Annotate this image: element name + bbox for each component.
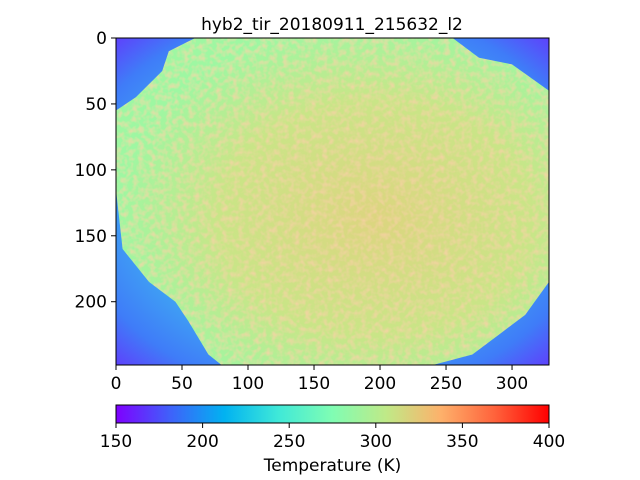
colorbar-gradient: [115, 404, 550, 424]
colorbar-tick-label: 400: [533, 432, 565, 452]
y-tick-label: 50: [85, 95, 107, 115]
x-tick-label: 300: [496, 374, 528, 394]
x-tick-label: 50: [171, 374, 193, 394]
x-tick-label: 0: [111, 374, 122, 394]
chart-title: hyb2_tir_20180911_215632_l2: [201, 15, 463, 35]
y-tick-label: 100: [75, 161, 107, 181]
x-axis: 0 50 100 150 200 250 300: [111, 365, 528, 394]
asteroid-thermal-region: [116, 38, 549, 365]
y-tick-label: 150: [75, 227, 107, 247]
plot-frame: [115, 37, 550, 366]
colorbar-ticks: 150 200 250 300 350 400: [100, 423, 565, 452]
colorbar: 150 200 250 300 350 400 Temperature (K): [100, 404, 565, 476]
y-axis: 0 50 100 150 200: [75, 29, 116, 313]
x-tick-label: 100: [232, 374, 264, 394]
colorbar-tick-label: 350: [446, 432, 478, 452]
x-tick-label: 150: [298, 374, 330, 394]
colorbar-label: Temperature (K): [263, 456, 402, 476]
x-tick-label: 200: [364, 374, 396, 394]
colorbar-tick-label: 150: [100, 432, 132, 452]
heatmap-plot-area: [116, 38, 549, 365]
y-tick-label: 0: [96, 29, 107, 49]
colorbar-tick-label: 250: [273, 432, 305, 452]
colorbar-tick-label: 200: [186, 432, 218, 452]
x-tick-label: 250: [430, 374, 462, 394]
y-tick-label: 200: [75, 293, 107, 313]
colorbar-tick-label: 300: [360, 432, 392, 452]
